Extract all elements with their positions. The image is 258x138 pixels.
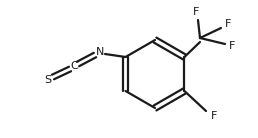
Text: F: F [211, 111, 217, 121]
Text: F: F [229, 41, 235, 51]
Text: C: C [70, 61, 78, 71]
Text: F: F [225, 19, 231, 29]
Text: N: N [96, 47, 104, 57]
Text: S: S [44, 75, 52, 85]
Text: F: F [193, 7, 199, 17]
